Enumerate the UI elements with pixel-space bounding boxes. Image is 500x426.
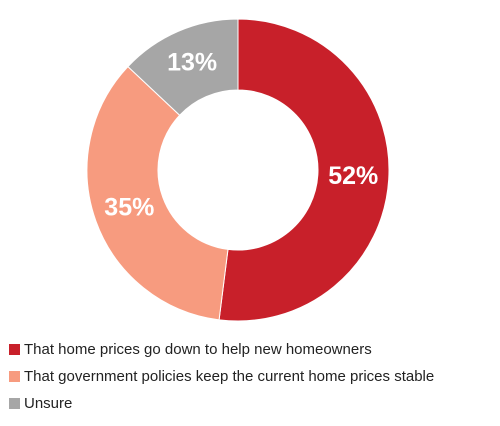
legend-swatch [9,344,20,355]
donut-slice [218,18,390,322]
legend-swatch [9,371,20,382]
donut-slice [127,18,239,116]
donut-slice [86,65,229,321]
legend-label: That home prices go down to help new hom… [24,341,372,358]
legend-swatch [9,398,20,409]
legend-label: That government policies keep the curren… [24,368,434,385]
data-label: 13% [167,49,217,77]
data-label: 52% [328,162,378,190]
legend-label: Unsure [24,395,72,412]
data-label: 35% [104,194,154,222]
